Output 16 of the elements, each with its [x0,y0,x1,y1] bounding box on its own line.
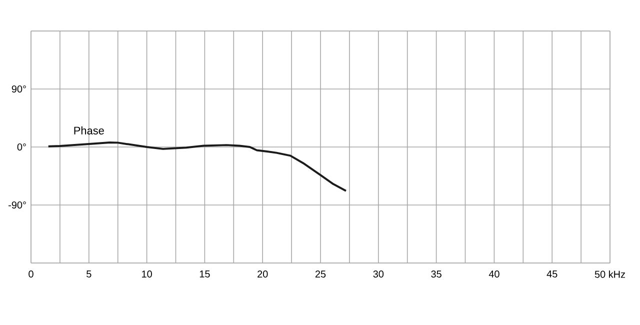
x-tick-label: 15 [200,270,210,278]
x-tick-label: 35 [431,270,442,278]
x-tick-label: 45 [546,270,558,278]
x-tick-label: 20 [258,270,268,278]
y-tick-label: 90° [12,85,26,93]
x-tick-label: 40 [488,270,500,278]
x-tick-label: 0 [28,270,34,278]
x-tick-label: 50 kHz [594,270,625,278]
x-tick-label: 10 [142,270,152,278]
x-tick-label: 25 [315,270,326,278]
line-series [47,141,347,192]
y-tick-label: 0° [17,143,26,151]
x-tick-label: 5 [86,270,92,278]
y-tick-label: -90° [8,201,26,209]
x-tick-label: 30 [373,270,384,278]
series-label: Phase [74,126,104,134]
